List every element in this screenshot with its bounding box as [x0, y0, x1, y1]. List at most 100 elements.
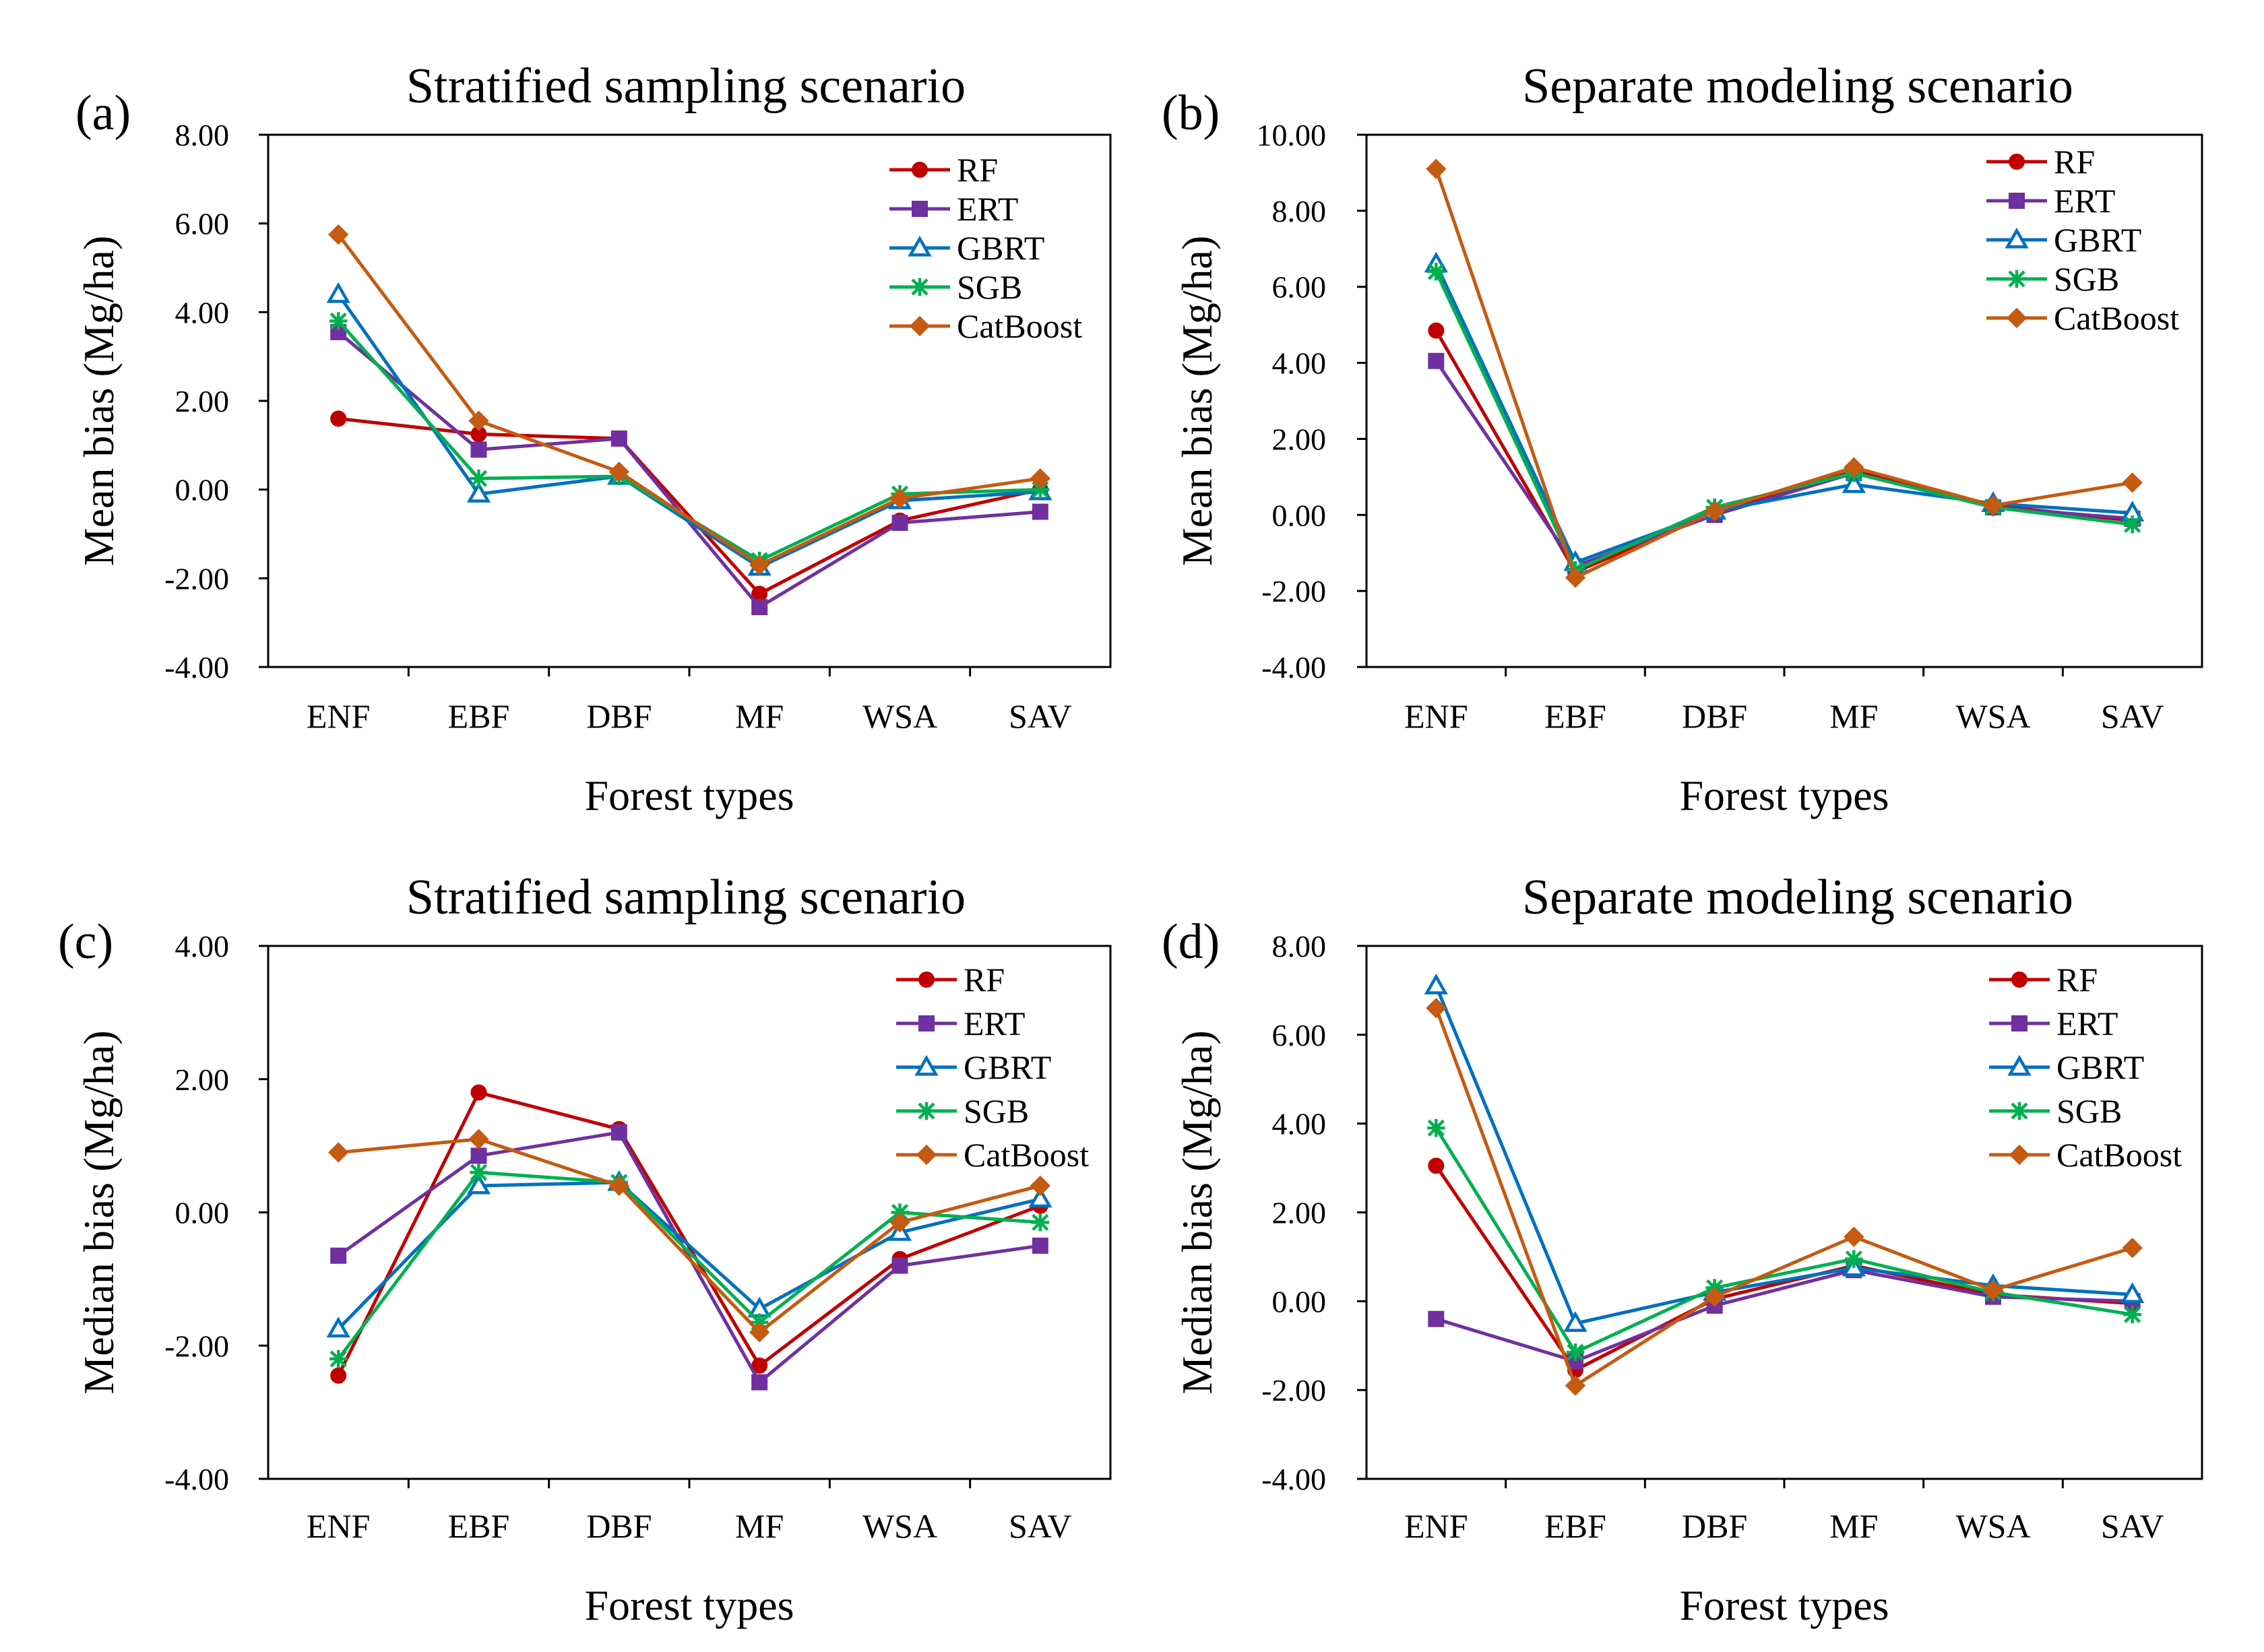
- data-point: [891, 515, 908, 532]
- data-point: [1427, 1119, 1445, 1137]
- y-tick-label: 4.00: [175, 929, 230, 963]
- data-point: [329, 1349, 348, 1368]
- data-point: [1428, 322, 1445, 339]
- data-point: [328, 1142, 349, 1163]
- series-line: [1434, 1007, 2133, 1388]
- data-point: [1426, 158, 1447, 179]
- panel-a: Stratified sampling scenario (a) 8.00 6.00 4…: [75, 59, 1112, 819]
- x-tick-label: SAV: [2101, 697, 2164, 735]
- data-point: [1428, 1310, 1445, 1327]
- legend-label: RF: [964, 961, 1005, 998]
- series-line: [1435, 329, 2133, 574]
- panel-label: (d): [1162, 914, 1220, 970]
- series-gbrt: [1424, 251, 2145, 571]
- x-tick-label: WSA: [1955, 697, 2030, 735]
- legend: RF ERT GBRT SGB CatBoost: [896, 961, 1089, 1174]
- data-point: [328, 224, 349, 245]
- y-tick-label: 10.00: [1257, 118, 1327, 152]
- y-tick-label: 8.00: [175, 118, 230, 152]
- data-point: [470, 470, 488, 488]
- x-tick-label: MF: [735, 697, 784, 735]
- series-catboost: [328, 224, 1050, 575]
- legend-marker: [917, 1102, 936, 1120]
- data-point: [470, 1163, 488, 1182]
- series-line: [337, 1180, 1041, 1331]
- y-tick-label: -4.00: [1261, 1462, 1326, 1496]
- legend-label: CatBoost: [957, 307, 1082, 345]
- y-axis-label: Median bias (Mg/ha): [75, 1030, 123, 1394]
- data-point: [1842, 472, 1866, 493]
- x-tick-label: ENF: [307, 697, 370, 735]
- legend-label: RF: [957, 151, 998, 189]
- legend-marker: [918, 1015, 935, 1031]
- x-axis-label: Forest types: [1679, 1581, 1889, 1629]
- panel-title: Stratified sampling scenario: [406, 870, 966, 925]
- y-axis-label: Mean bias (Mg/ha): [75, 236, 123, 567]
- data-point: [751, 1374, 768, 1391]
- y-axis-label: Median bias (Mg/ha): [1173, 1030, 1221, 1394]
- panel-label: (b): [1162, 86, 1220, 141]
- x-tick-label: EBF: [448, 1507, 510, 1545]
- series-line: [337, 1170, 1041, 1360]
- legend-marker: [2011, 972, 2027, 988]
- series-line: [1435, 360, 2133, 568]
- data-point: [749, 554, 770, 575]
- y-tick-label: -2.00: [1261, 1373, 1326, 1407]
- legend-label: GBRT: [2054, 221, 2141, 259]
- data-point: [1030, 1175, 1050, 1197]
- data-point: [2120, 1282, 2145, 1304]
- series-sgb: [329, 312, 1050, 570]
- y-tick-label: 6.00: [1272, 1018, 1327, 1052]
- y-tick-label: 4.00: [175, 295, 230, 329]
- legend-marker: [2007, 269, 2026, 288]
- y-tick-label: 2.00: [175, 384, 230, 418]
- y-tick-label: -2.00: [164, 1329, 229, 1363]
- y-tick-label: 6.00: [175, 207, 230, 241]
- data-point: [1844, 1226, 1864, 1247]
- data-point: [2123, 1305, 2141, 1324]
- y-tick-label: 4.00: [1272, 1107, 1327, 1141]
- legend-label: ERT: [957, 190, 1018, 228]
- data-point: [1566, 1343, 1585, 1362]
- legend-marker: [912, 201, 928, 217]
- data-point: [330, 1367, 347, 1384]
- y-tick-label: -2.00: [1261, 574, 1326, 608]
- legend-marker: [2009, 154, 2025, 170]
- legend-marker: [912, 162, 928, 178]
- y-axis-label: Mean bias (Mg/ha): [1173, 236, 1221, 567]
- legend-marker: [2009, 1144, 2030, 1166]
- data-point: [329, 312, 348, 330]
- series-rf: [1428, 322, 2141, 580]
- series-catboost: [328, 1129, 1050, 1343]
- y-tick-label: 8.00: [1272, 929, 1327, 963]
- data-point: [330, 410, 347, 427]
- x-tick-label: WSA: [1955, 1507, 2030, 1545]
- legend-label: ERT: [2056, 1005, 2118, 1042]
- y-tick-label: 0.00: [175, 1196, 230, 1230]
- data-point: [1982, 495, 2004, 516]
- legend-label: CatBoost: [2056, 1136, 2182, 1174]
- y-tick-label: 0.00: [175, 473, 230, 507]
- x-tick-label: SAV: [2101, 1507, 2164, 1545]
- x-tick-label: SAV: [1009, 697, 1072, 735]
- series-rf: [330, 1084, 1048, 1384]
- data-point: [468, 410, 489, 431]
- legend-marker: [908, 235, 932, 257]
- data-point: [1844, 457, 1864, 478]
- data-point: [751, 1357, 768, 1374]
- legend-marker: [916, 1144, 937, 1166]
- y-tick-label: 6.00: [1272, 270, 1327, 305]
- legend-label: ERT: [964, 1005, 1025, 1042]
- panel-title: Separate modeling scenario: [1522, 870, 2073, 925]
- data-point: [891, 1257, 908, 1274]
- y-tick-label: 0.00: [1272, 498, 1327, 532]
- y-tick-label: 2.00: [175, 1062, 230, 1097]
- data-point: [470, 1084, 487, 1101]
- data-point: [751, 599, 768, 616]
- data-point: [468, 1129, 489, 1149]
- series-line: [1435, 1126, 2133, 1354]
- legend-marker: [914, 1054, 939, 1076]
- legend-marker: [2005, 227, 2029, 249]
- y-tick-label: -4.00: [1261, 650, 1326, 685]
